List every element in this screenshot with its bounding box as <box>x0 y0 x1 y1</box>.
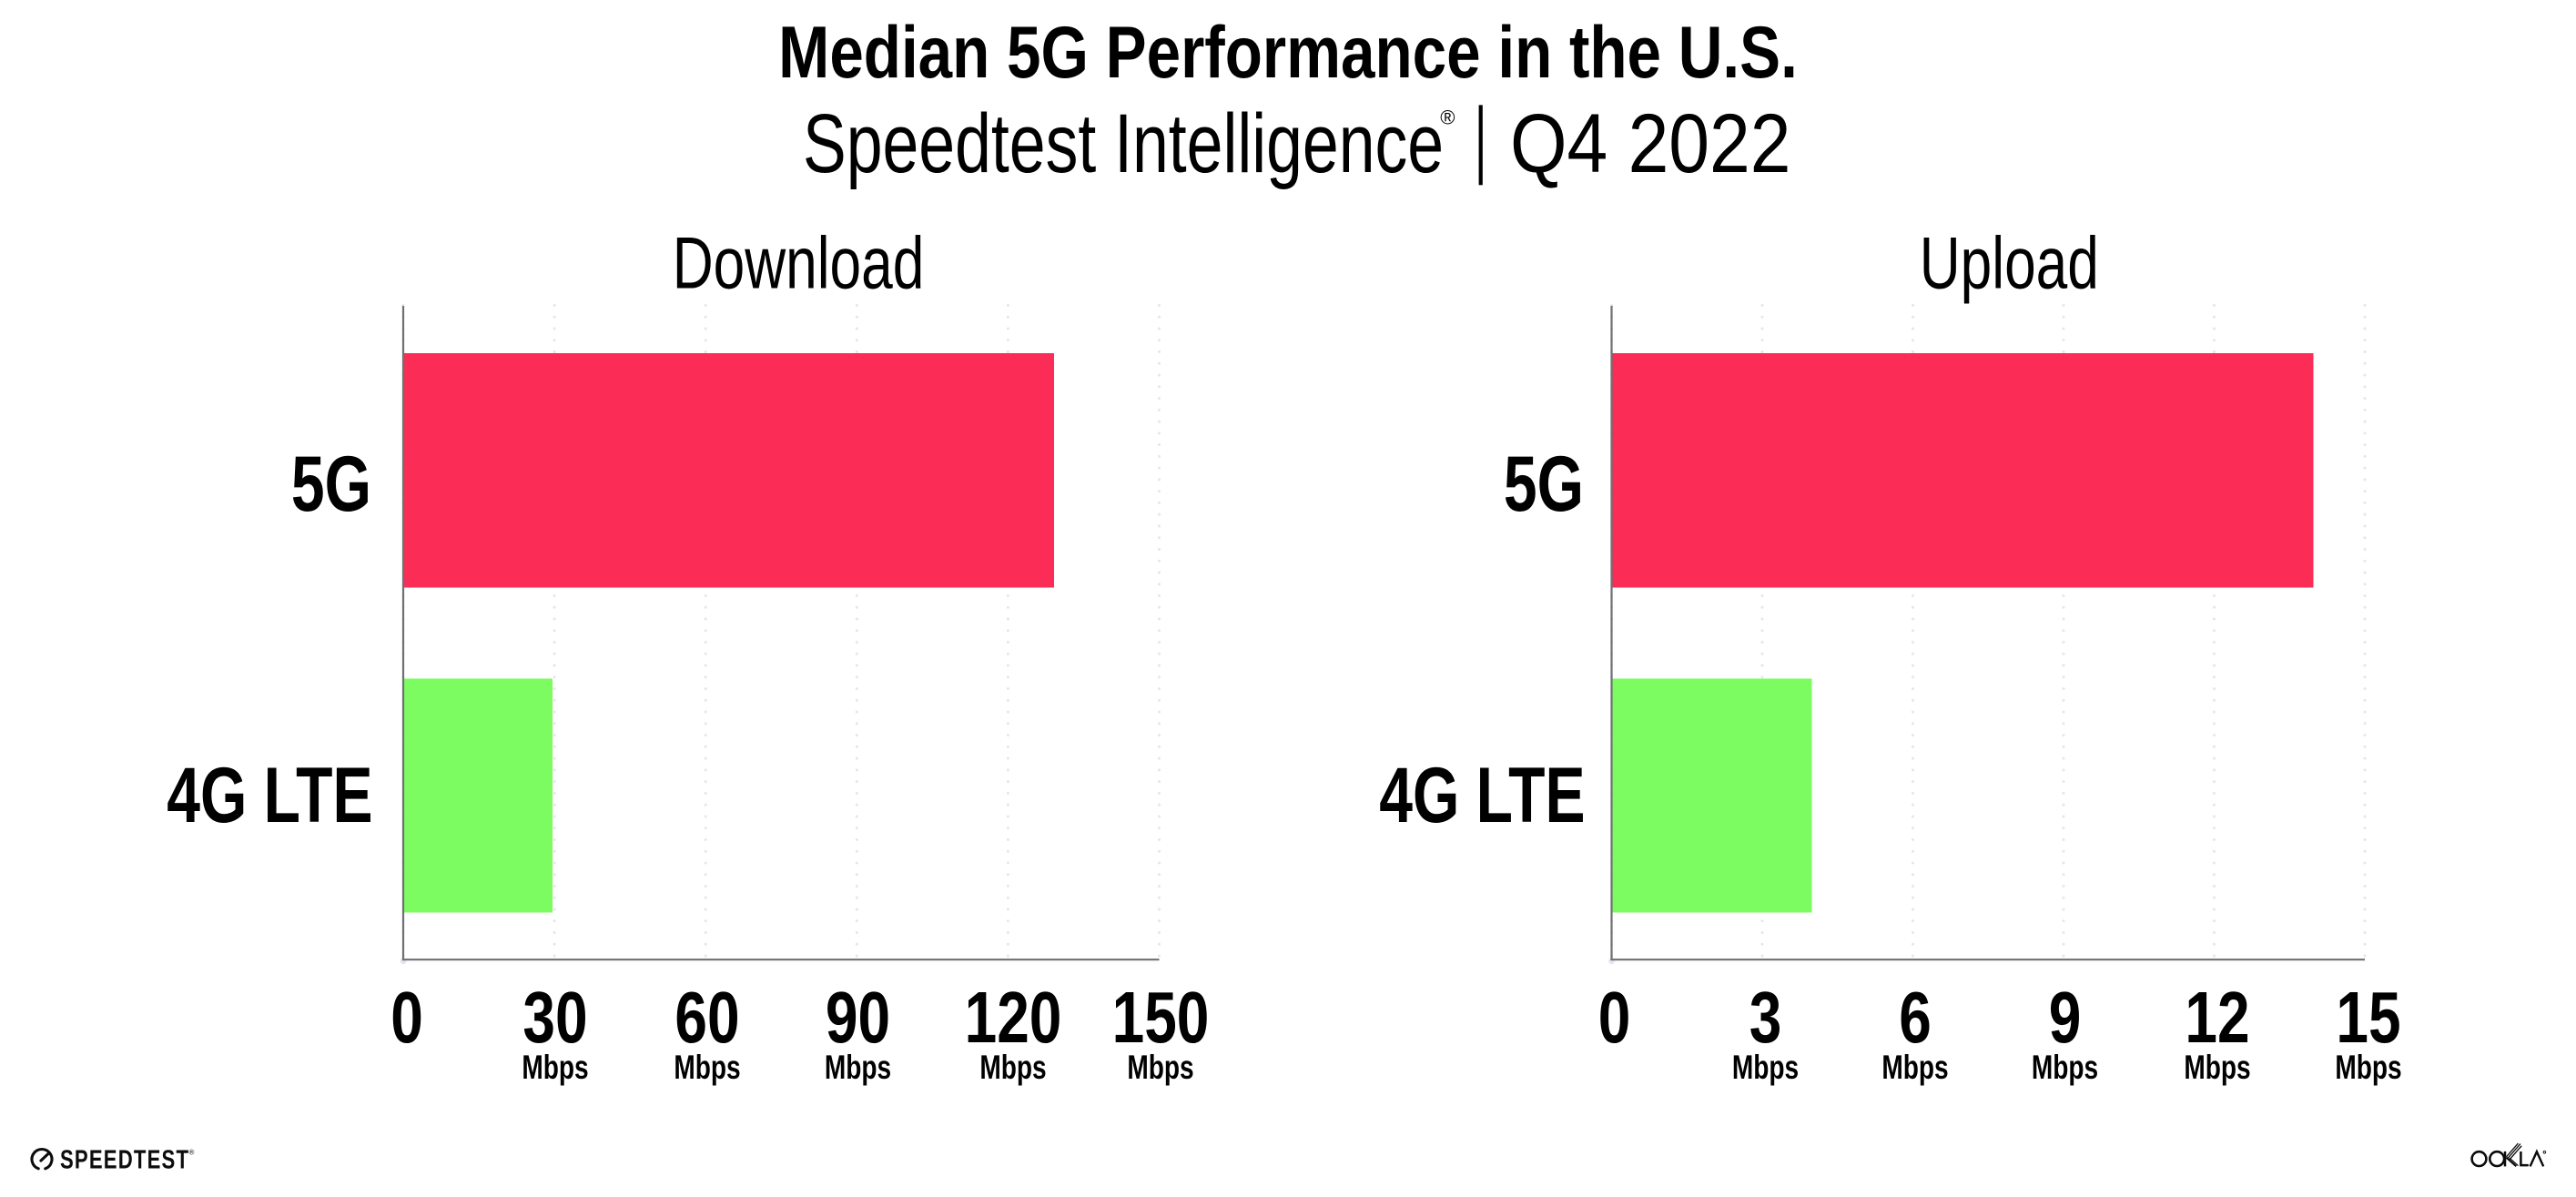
svg-text:Mbps: Mbps <box>1881 1048 1948 1086</box>
svg-text:Mbps: Mbps <box>2335 1048 2401 1086</box>
svg-text:Mbps: Mbps <box>825 1048 891 1086</box>
svg-text:Q4 2022: Q4 2022 <box>1510 97 1790 190</box>
svg-text:Median 5G Performance in the U: Median 5G Performance in the U.S. <box>778 11 1798 93</box>
svg-text:150: 150 <box>1112 977 1210 1058</box>
svg-text:Mbps: Mbps <box>1732 1048 1799 1086</box>
svg-text:30: 30 <box>522 977 587 1058</box>
svg-text:90: 90 <box>826 977 890 1058</box>
svg-text:5G: 5G <box>291 441 371 528</box>
svg-text:3: 3 <box>1749 977 1782 1058</box>
svg-text:SPEEDTEST: SPEEDTEST <box>60 1146 189 1174</box>
svg-text:Mbps: Mbps <box>2032 1048 2098 1086</box>
svg-text:Mbps: Mbps <box>1127 1048 1193 1086</box>
svg-text:0: 0 <box>390 977 423 1058</box>
svg-text:0: 0 <box>1598 977 1631 1058</box>
svg-text:Mbps: Mbps <box>2184 1048 2250 1086</box>
svg-text:Download: Download <box>673 223 925 305</box>
svg-text:4G LTE: 4G LTE <box>1379 753 1585 839</box>
svg-text:Mbps: Mbps <box>979 1048 1046 1086</box>
svg-text:15: 15 <box>2336 977 2400 1058</box>
svg-text:12: 12 <box>2185 977 2249 1058</box>
svg-text:5G: 5G <box>1504 441 1584 528</box>
svg-text:9: 9 <box>2049 977 2082 1058</box>
svg-text:Mbps: Mbps <box>522 1048 588 1086</box>
svg-text:®: ® <box>1440 107 1455 129</box>
svg-text:Upload: Upload <box>1920 223 2099 305</box>
svg-text:Speedtest Intelligence: Speedtest Intelligence <box>803 96 1444 190</box>
svg-text:®: ® <box>189 1148 195 1156</box>
svg-text:Mbps: Mbps <box>674 1048 740 1086</box>
svg-text:120: 120 <box>965 977 1062 1058</box>
svg-text:60: 60 <box>674 977 739 1058</box>
svg-text:6: 6 <box>1899 977 1932 1058</box>
svg-text:4G LTE: 4G LTE <box>167 753 372 839</box>
